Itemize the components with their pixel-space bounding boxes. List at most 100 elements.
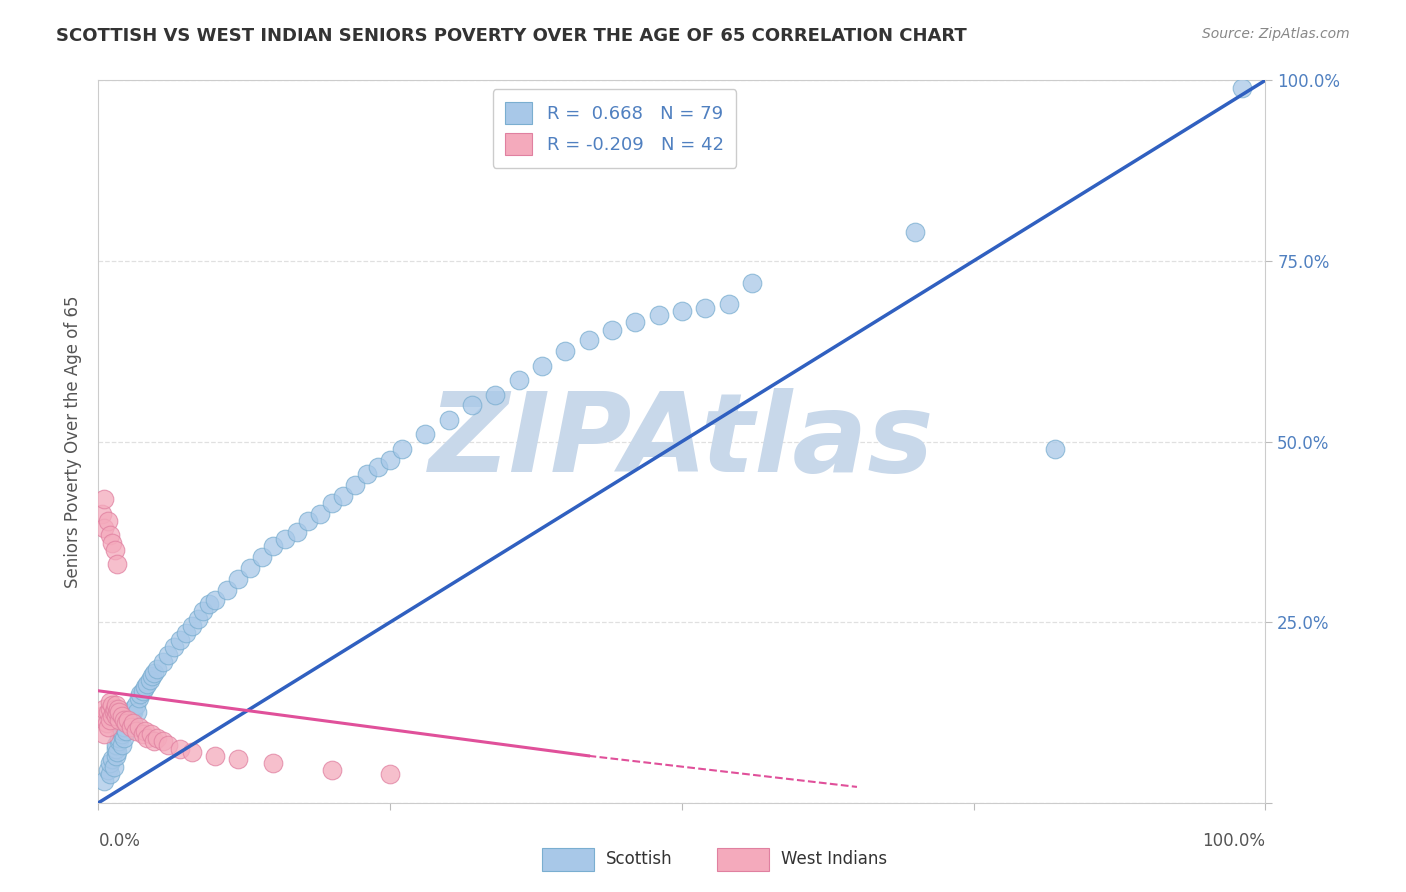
Point [129,687,152,701]
Point [139,673,162,687]
Point [169,741,191,756]
Legend: R =  0.668   N = 79, R = -0.209   N = 42: R = 0.668 N = 79, R = -0.209 N = 42 [492,89,737,168]
Text: Scottish: Scottish [606,850,672,868]
Point [332,489,354,503]
Point [128,691,150,706]
Point [741,276,763,290]
FancyBboxPatch shape [717,848,769,871]
Y-axis label: Seniors Poverty Over the Age of 65: Seniors Poverty Over the Age of 65 [63,295,82,588]
Point [108,713,131,727]
Point [134,680,156,694]
Point [143,734,166,748]
Point [93,702,115,716]
Point [413,427,436,442]
Point [380,767,402,781]
Point [239,561,262,575]
Point [117,713,139,727]
Point [93,521,115,535]
Point [437,413,460,427]
Point [101,752,124,766]
Point [157,738,180,752]
Point [1230,80,1253,95]
Point [103,760,125,774]
Point [111,738,134,752]
Point [90,709,112,723]
Point [93,492,115,507]
Point [125,723,148,738]
Point [356,467,378,481]
Point [93,774,115,789]
Point [143,665,166,680]
Point [695,301,717,315]
Point [228,572,250,586]
Point [111,723,134,738]
Point [101,709,124,723]
Point [204,593,226,607]
Point [169,633,191,648]
Point [146,731,169,745]
Point [108,706,131,720]
Point [508,373,530,387]
Point [717,297,740,311]
Point [122,702,145,716]
Point [262,539,284,553]
Point [132,727,155,741]
Point [262,756,284,770]
Point [115,716,138,731]
Point [391,442,413,456]
Point [120,720,142,734]
Point [97,720,120,734]
Point [105,745,128,759]
Point [198,597,221,611]
Point [96,716,118,731]
Point [120,713,142,727]
Point [578,334,600,348]
Point [107,702,129,716]
Text: Source: ZipAtlas.com: Source: ZipAtlas.com [1202,27,1350,41]
Point [274,532,297,546]
Point [104,542,127,557]
Point [146,662,169,676]
Point [98,702,121,716]
Point [98,528,121,542]
Point [101,698,124,713]
Point [97,706,120,720]
Point [105,706,128,720]
Point [112,720,135,734]
Point [187,611,209,625]
Point [122,706,145,720]
Point [108,734,131,748]
Text: West Indians: West Indians [782,850,887,868]
Point [117,716,139,731]
Point [104,698,127,713]
Point [180,619,202,633]
Point [104,709,127,723]
Text: 100.0%: 100.0% [1202,831,1265,850]
Point [152,734,174,748]
Point [101,535,124,549]
Point [125,698,148,713]
Point [97,514,120,528]
Point [128,720,150,734]
Point [180,745,202,759]
Point [118,709,141,723]
Point [104,702,127,716]
Point [321,764,343,778]
Point [132,683,155,698]
Point [647,308,669,322]
Point [228,752,250,766]
Point [125,706,148,720]
Point [904,225,927,239]
Point [112,713,135,727]
Point [136,731,159,745]
Point [111,709,134,723]
Point [90,507,112,521]
Point [139,727,162,741]
Point [215,582,238,597]
Point [103,706,125,720]
Point [309,507,332,521]
Point [1045,442,1067,456]
Point [108,731,131,745]
Point [157,648,180,662]
Point [163,640,186,655]
